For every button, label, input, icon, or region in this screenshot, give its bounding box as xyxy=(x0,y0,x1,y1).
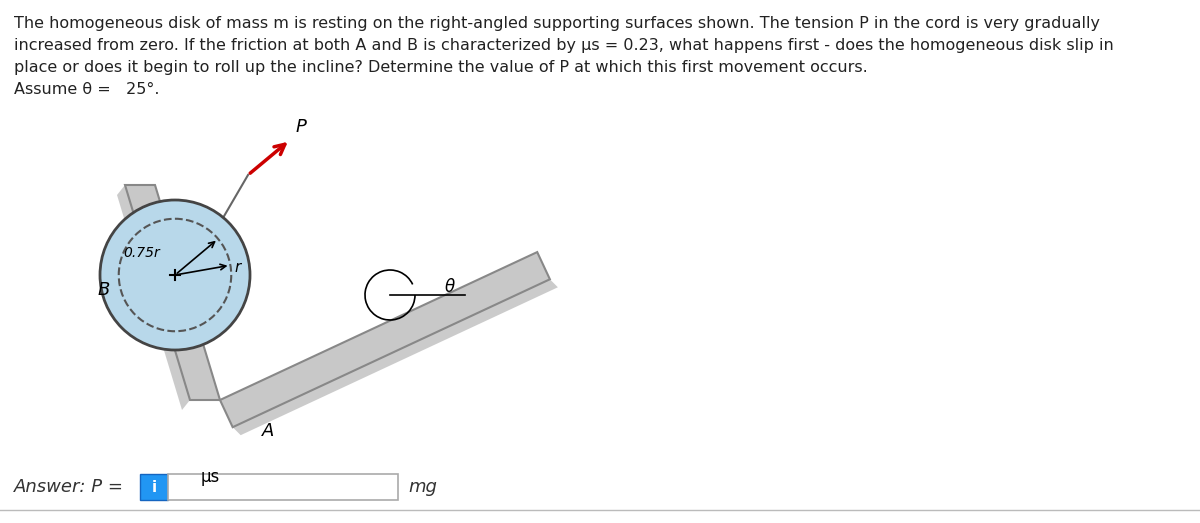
Text: The homogeneous disk of mass m is resting on the right-angled supporting surface: The homogeneous disk of mass m is restin… xyxy=(14,16,1100,31)
FancyBboxPatch shape xyxy=(168,474,398,500)
Text: Answer: P =: Answer: P = xyxy=(14,478,130,496)
Text: i: i xyxy=(151,480,156,495)
Text: B: B xyxy=(97,281,110,299)
FancyBboxPatch shape xyxy=(140,474,168,500)
Circle shape xyxy=(100,200,250,350)
Text: mg: mg xyxy=(408,478,437,496)
Polygon shape xyxy=(118,185,190,410)
Text: Assume θ =   25°.: Assume θ = 25°. xyxy=(14,82,160,97)
Polygon shape xyxy=(233,279,558,435)
Text: θ: θ xyxy=(445,278,455,296)
Text: place or does it begin to roll up the incline? Determine the value of P at which: place or does it begin to roll up the in… xyxy=(14,60,868,75)
Text: increased from zero. If the friction at both A and B is characterized by μs = 0.: increased from zero. If the friction at … xyxy=(14,38,1114,53)
Text: A: A xyxy=(262,422,274,440)
Text: μs: μs xyxy=(200,468,220,486)
Text: P: P xyxy=(296,118,307,136)
Polygon shape xyxy=(220,252,550,427)
Text: 0.75r: 0.75r xyxy=(124,246,160,260)
Polygon shape xyxy=(125,185,220,400)
Text: r: r xyxy=(234,260,241,275)
